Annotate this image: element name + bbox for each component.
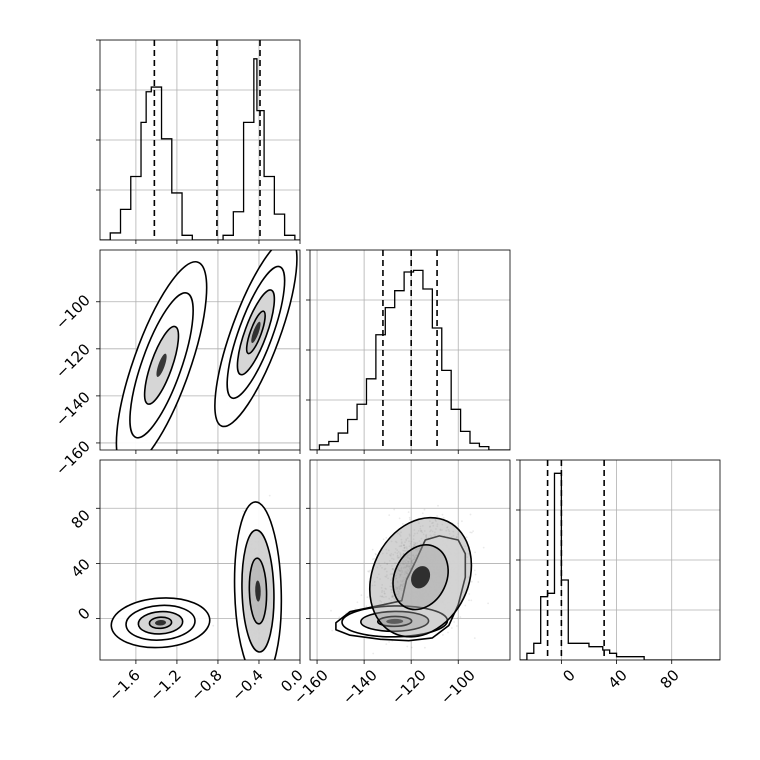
histogram-step-0 [100, 58, 300, 240]
panels-layer [96, 39, 721, 664]
histogram-step-2 [520, 472, 720, 660]
histogram-step-1 [310, 269, 510, 450]
hist-panel-2 [520, 460, 720, 660]
hist-panel-0 [100, 40, 300, 240]
scatter-panel-p0_p1 [100, 250, 300, 450]
hist-panel-1 [310, 250, 510, 450]
scatter-panel-p0_p2 [100, 460, 300, 660]
scatter-point [212, 624, 215, 627]
